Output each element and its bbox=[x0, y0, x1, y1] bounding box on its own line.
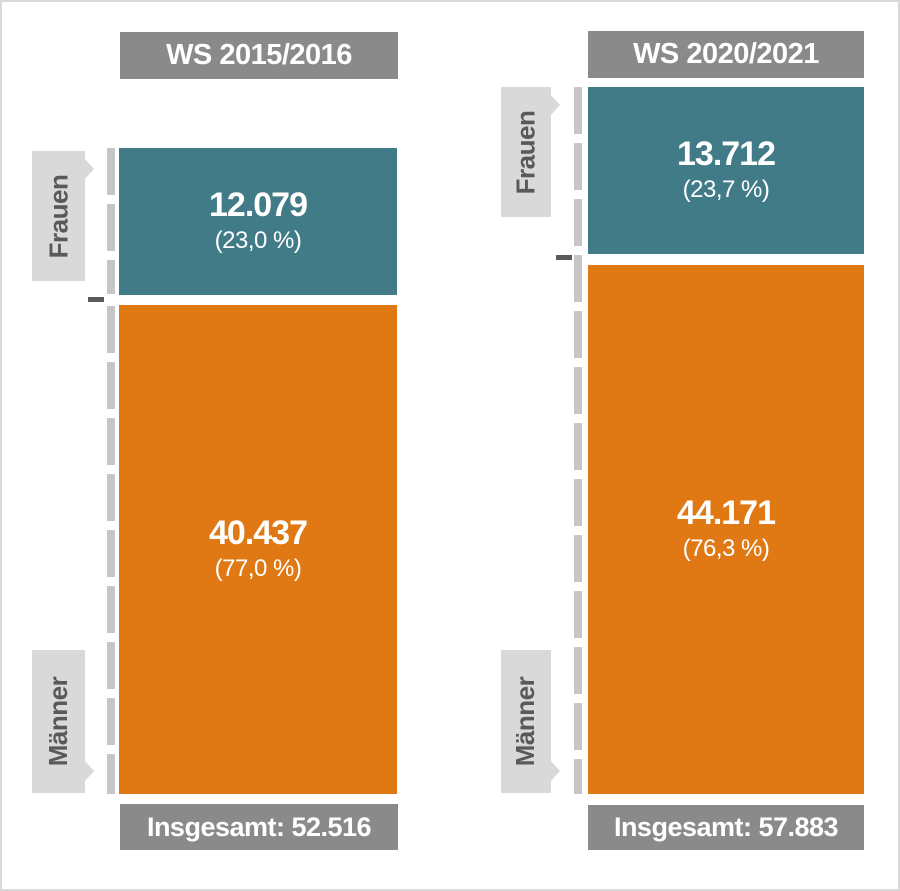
total-label: Insgesamt: 57.883 bbox=[613, 812, 839, 842]
segment-divider-tick bbox=[556, 255, 572, 260]
callout-maenner-right: Männer bbox=[501, 650, 560, 793]
callout-frauen-label: Frauen bbox=[510, 110, 541, 194]
dashed-guide-line bbox=[107, 306, 115, 794]
total-label: Insgesamt: 52.516 bbox=[146, 811, 372, 842]
total-badge-2020: Insgesamt: 57.883 bbox=[588, 805, 864, 850]
dashed-guide-line bbox=[574, 87, 582, 794]
callout-maenner-left: Männer bbox=[32, 650, 94, 793]
callout-arrow-icon bbox=[85, 761, 94, 781]
value-label: 40.437 bbox=[209, 514, 308, 553]
period-header-label: WS 2015/2016 bbox=[166, 39, 352, 71]
callout-frauen-left: Frauen bbox=[32, 151, 94, 281]
callout-arrow-icon bbox=[85, 159, 94, 179]
value-label: 13.712 bbox=[677, 135, 776, 174]
value-label: 12.079 bbox=[209, 186, 308, 225]
dashed-guide-line bbox=[107, 148, 115, 294]
percent-label: (77,0 %) bbox=[214, 554, 302, 582]
total-badge-2015: Insgesamt: 52.516 bbox=[120, 804, 398, 850]
bar-segment-frauen-2020: 13.712 (23,7 %) bbox=[588, 87, 864, 254]
segment-divider-tick bbox=[88, 297, 104, 302]
period-header-ws-2020-2021: WS 2020/2021 bbox=[588, 31, 864, 78]
percent-label: (23,7 %) bbox=[682, 175, 770, 203]
percent-label: (23,0 %) bbox=[214, 226, 302, 254]
callout-maenner-label: Männer bbox=[43, 676, 73, 767]
period-header-ws-2015-2016: WS 2015/2016 bbox=[120, 32, 398, 79]
callout-arrow-icon bbox=[551, 761, 560, 781]
bar-segment-maenner-2015: 40.437 (77,0 %) bbox=[119, 305, 397, 794]
period-header-label: WS 2020/2021 bbox=[633, 38, 819, 70]
callout-arrow-icon bbox=[551, 95, 560, 115]
bar-segment-frauen-2015: 12.079 (23,0 %) bbox=[119, 148, 397, 295]
value-label: 44.171 bbox=[677, 494, 776, 533]
callout-maenner-label: Männer bbox=[510, 676, 541, 767]
bar-segment-maenner-2020: 44.171 (76,3 %) bbox=[588, 265, 864, 794]
callout-frauen-right: Frauen bbox=[501, 87, 560, 217]
percent-label: (76,3 %) bbox=[682, 534, 770, 562]
callout-frauen-label: Frauen bbox=[43, 174, 73, 258]
